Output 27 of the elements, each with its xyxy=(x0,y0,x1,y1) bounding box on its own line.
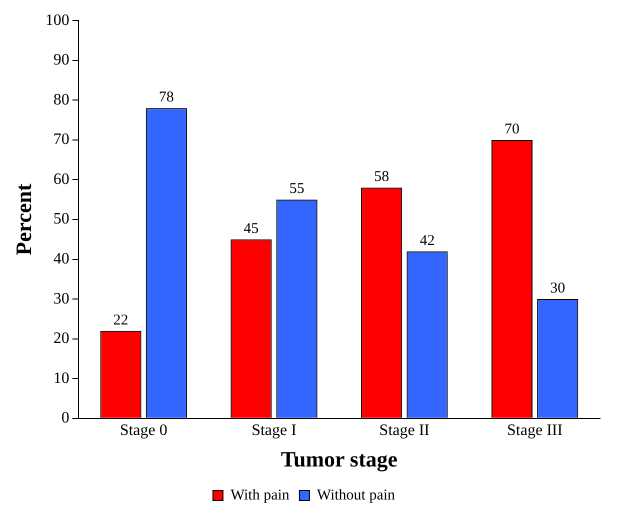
data-label: 45 xyxy=(244,220,259,237)
x-tick-label: Stage III xyxy=(507,422,563,440)
y-tick-label: 100 xyxy=(45,12,70,29)
y-axis-title: Percent xyxy=(10,183,36,256)
y-tick-label: 80 xyxy=(53,91,70,108)
y-tick-label: 10 xyxy=(53,370,70,387)
x-axis-title: Tumor stage xyxy=(280,446,398,472)
data-label: 42 xyxy=(420,232,435,249)
legend-label: Without pain xyxy=(316,487,396,504)
data-label: 22 xyxy=(113,312,128,328)
data-label: 78 xyxy=(158,90,174,106)
y-tick-label: 60 xyxy=(53,170,70,188)
y-tick-label: 50 xyxy=(53,210,70,228)
y-tick-label: 70 xyxy=(53,131,70,148)
y-tick-label: 20 xyxy=(53,330,70,348)
legend-label: With pain xyxy=(230,487,290,504)
y-tick-label: 30 xyxy=(53,290,70,308)
data-label: 55 xyxy=(289,181,304,198)
y-tick-label: 90 xyxy=(53,52,70,69)
y-tick-label: 40 xyxy=(53,250,70,268)
x-tick-label: Stage 0 xyxy=(120,422,168,440)
x-tick-label: Stage I xyxy=(252,422,296,440)
data-label: 58 xyxy=(374,169,390,186)
y-tick-label: 0 xyxy=(61,410,70,427)
data-label: 30 xyxy=(550,280,566,296)
data-label: 70 xyxy=(504,121,520,138)
x-tick-label: Stage II xyxy=(379,422,430,440)
